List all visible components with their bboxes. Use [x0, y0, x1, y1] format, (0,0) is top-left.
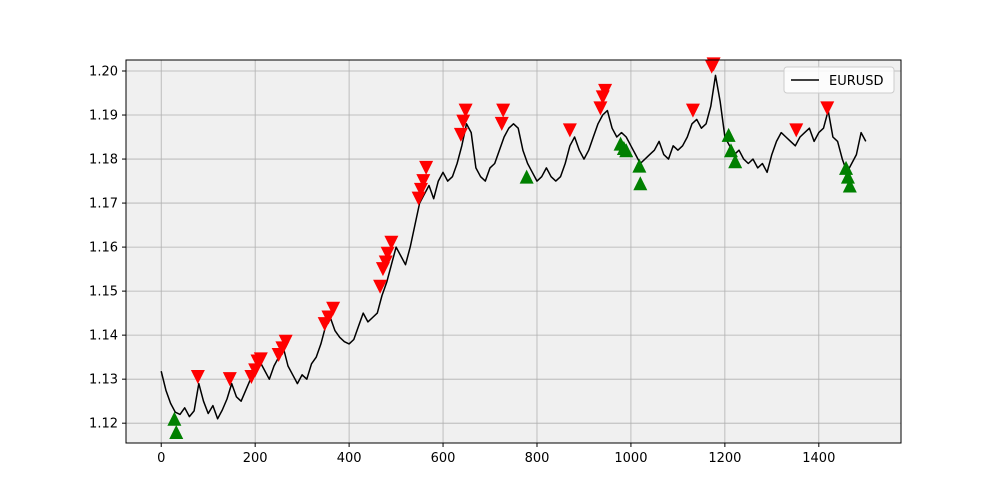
plot-area [126, 60, 901, 443]
y-tick-label: 1.19 [89, 109, 118, 124]
buy-marker [519, 169, 534, 184]
buy-marker [728, 154, 743, 169]
sell-marker [419, 160, 434, 175]
sell-marker [321, 310, 336, 325]
y-tick-label: 1.17 [89, 197, 118, 212]
buy-marker [842, 178, 857, 193]
buy-marker [632, 158, 647, 173]
x-tick-label: 0 [157, 451, 165, 466]
axis-ticks: 0 200 400 600 800 1000 1200 1400 1.12 1.13 1.14 1.1… [89, 65, 835, 466]
sell-marker [248, 363, 263, 378]
buy-marker [839, 160, 854, 175]
sell-marker [593, 101, 608, 116]
x-tick-label: 600 [431, 451, 456, 466]
grid [126, 60, 901, 443]
sell-marker [789, 123, 804, 138]
x-tick-label: 1400 [802, 451, 835, 466]
sell-marker [453, 127, 468, 142]
marker-layer [167, 57, 857, 439]
y-tick-label: 1.18 [89, 153, 118, 168]
sell-marker [416, 174, 431, 189]
buy-marker [169, 424, 184, 439]
y-tick-label: 1.12 [89, 417, 118, 432]
sell-marker [378, 255, 393, 270]
buy-marker [619, 143, 634, 158]
legend: EURUSD [783, 66, 895, 94]
sell-marker [380, 246, 395, 261]
y-tick-label: 1.13 [89, 373, 118, 388]
y-tick-label: 1.14 [89, 329, 118, 344]
x-tick-label: 800 [525, 451, 550, 466]
legend-label-eurusd: EURUSD [829, 74, 884, 89]
y-tick-label: 1.15 [89, 285, 118, 300]
buy-marker [167, 411, 182, 426]
legend-box [783, 66, 895, 94]
sell-marker [456, 114, 471, 129]
buy-marker [840, 169, 855, 184]
sell-marker [373, 279, 388, 294]
sell-marker [411, 191, 426, 206]
plot-frame [125, 59, 902, 444]
sell-marker [413, 182, 428, 197]
x-tick-label: 1200 [708, 451, 741, 466]
y-tick-label: 1.20 [89, 65, 118, 80]
sell-marker [458, 103, 473, 118]
sell-marker [598, 83, 613, 98]
sell-marker [278, 334, 293, 349]
x-tick-label: 1000 [614, 451, 647, 466]
y-tick-label: 1.16 [89, 241, 118, 256]
buy-marker [721, 127, 736, 142]
sell-marker [326, 301, 341, 316]
sell-marker [384, 235, 399, 250]
buy-marker [723, 143, 738, 158]
sell-marker [685, 103, 700, 118]
sell-marker [494, 116, 509, 131]
buy-marker [633, 176, 648, 191]
sell-marker [253, 352, 268, 367]
sell-marker [820, 101, 835, 116]
sell-marker [190, 369, 205, 384]
sell-marker [706, 57, 721, 72]
sell-marker [222, 372, 237, 387]
x-tick-label: 200 [243, 451, 268, 466]
sell-marker [496, 103, 511, 118]
x-tick-label: 400 [337, 451, 362, 466]
sell-marker [562, 123, 577, 138]
